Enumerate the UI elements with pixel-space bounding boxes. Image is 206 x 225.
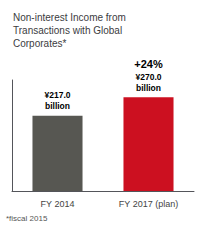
svg-text:FY 2017 (plan): FY 2017 (plan) bbox=[119, 199, 178, 209]
svg-text:billion: billion bbox=[45, 101, 70, 111]
svg-text:¥270.0: ¥270.0 bbox=[136, 72, 162, 82]
svg-text:+24%: +24% bbox=[134, 58, 163, 70]
svg-text:Corporates*: Corporates* bbox=[13, 38, 66, 49]
svg-text:billion: billion bbox=[136, 83, 161, 93]
svg-text:*fiscal 2015: *fiscal 2015 bbox=[6, 214, 48, 223]
svg-text:Non-interest Income from: Non-interest Income from bbox=[13, 12, 126, 23]
svg-text:FY 2014: FY 2014 bbox=[41, 199, 75, 209]
svg-text:Transactions with Global: Transactions with Global bbox=[13, 25, 122, 36]
svg-text:¥217.0: ¥217.0 bbox=[45, 90, 71, 100]
